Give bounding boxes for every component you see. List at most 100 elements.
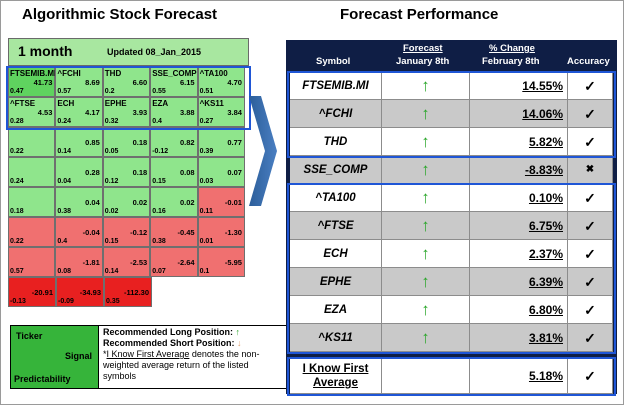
heatmap-cell: -1.30 0.01 <box>197 217 245 247</box>
up-arrow-icon: ↑ <box>382 184 470 212</box>
check-icon: ✓ <box>568 212 613 240</box>
legend-long: Recommended Long Position: ↑ <box>103 327 241 337</box>
cell-signal: -0.01 <box>224 198 242 207</box>
heatmap-cell--ftse: ^FTSE 4.53 0.28 <box>8 97 56 127</box>
cell-signal: 6.15 <box>179 78 195 87</box>
cell-signal: 3.93 <box>132 108 148 117</box>
check-icon: ✓ <box>568 128 613 156</box>
legend-ticker: Ticker <box>16 331 43 341</box>
check-icon: ✓ <box>568 184 613 212</box>
up-arrow-icon: ↑ <box>382 324 470 352</box>
cell-predictability: 0.01 <box>199 238 214 245</box>
check-icon: ✓ <box>568 268 613 296</box>
change-cell: 3.81% <box>470 324 568 352</box>
heatmap-cell-thd: THD 6.60 0.2 <box>102 67 151 97</box>
legend-text: Recommended Long Position: ↑ Recommended… <box>103 327 283 382</box>
cell-signal: 4.17 <box>85 108 100 117</box>
cell-predictability: 0.18 <box>10 208 24 215</box>
cell-signal: -112.30 <box>123 288 149 297</box>
cell-ticker: EPHE <box>104 99 127 108</box>
heatmap-cell: 0.18 0.05 <box>102 127 151 157</box>
short-arrow-icon: ↓ <box>237 338 242 348</box>
legend-short: Recommended Short Position: ↓ <box>103 338 242 348</box>
cell-signal: 4.70 <box>227 78 242 87</box>
header-symbol: Symbol <box>316 56 351 67</box>
cell-predictability: 0.4 <box>57 238 68 245</box>
cell-signal: -1.30 <box>224 228 242 237</box>
header-forecast-date: January 8th <box>396 56 450 67</box>
cell-signal: 0.04 <box>85 198 100 207</box>
performance-table: Symbol Forecast January 8th % Change Feb… <box>286 40 617 396</box>
up-arrow-icon: ↑ <box>382 268 470 296</box>
heatmap-cell: 0.28 0.04 <box>55 157 103 187</box>
cell-predictability: 0.57 <box>57 88 72 95</box>
check-icon: ✓ <box>568 240 613 268</box>
forecast-heatmap: 1 month Updated 08_Jan_2015 FTSEMIB.MI 41… <box>6 38 251 308</box>
cell-predictability: 0.07 <box>152 268 166 275</box>
cell-signal: -20.91 <box>31 288 53 297</box>
heatmap-cell: -112.30 0.35 <box>104 277 152 307</box>
top-signals-highlight <box>6 66 251 130</box>
heatmap-cell: 0.22 <box>8 217 56 247</box>
cell-ticker: THD <box>104 69 122 78</box>
cell-ticker: SSE_COMP <box>152 69 197 78</box>
change-cell: 5.82% <box>470 128 568 156</box>
heatmap-cell: 0.02 0.16 <box>150 187 198 217</box>
cell-signal: 0.18 <box>132 168 148 177</box>
header-change: % Change <box>489 43 535 54</box>
cell-predictability: 0.11 <box>199 208 213 215</box>
cell-signal: -0.04 <box>82 228 100 237</box>
cell-ticker: ^FCHI <box>57 69 81 78</box>
cell-predictability: 0.22 <box>10 238 24 245</box>
check-icon: ✓ <box>568 358 613 394</box>
cell-signal: -5.95 <box>224 258 242 267</box>
change-cell: 6.80% <box>470 296 568 324</box>
long-arrow-icon: ↑ <box>235 327 241 337</box>
heatmap-cell: 0.85 0.14 <box>55 127 103 157</box>
cell-signal: 8.69 <box>85 78 100 87</box>
cell-predictability: 0.2 <box>104 88 115 95</box>
heatmap-cell: 0.24 <box>8 157 56 187</box>
chevron-right-icon <box>249 96 277 206</box>
highlight-group-2 <box>287 183 616 354</box>
cell-signal: 0.82 <box>179 138 195 147</box>
heatmap-cell: 0.77 0.39 <box>197 127 245 157</box>
heatmap-cell: 0.22 <box>8 127 56 157</box>
symbol-cell: FTSEMIB.MI <box>290 72 382 100</box>
heatmap-cell: -0.04 0.4 <box>55 217 103 247</box>
heatmap-updated: Updated 08_Jan_2015 <box>107 47 202 57</box>
cell-signal: 0.85 <box>85 138 100 147</box>
cell-signal: 0.02 <box>132 198 148 207</box>
cell-ticker: FTSEMIB.MI <box>10 69 57 78</box>
table-row: THD ↑ 5.82% ✓ <box>290 128 613 156</box>
up-arrow-icon: ↑ <box>382 128 470 156</box>
legend-predictability: Predictability <box>14 374 71 384</box>
cell-predictability: 0.14 <box>104 268 119 275</box>
cell-predictability: 0.47 <box>10 88 24 95</box>
cell-predictability: 0.22 <box>10 148 24 155</box>
legend-note: *I Know First Average denotes the non-we… <box>103 349 260 381</box>
symbol-cell: EPHE <box>290 268 382 296</box>
heatmap-cell: 0.82 -0.12 <box>150 127 198 157</box>
cell-ticker: ECH <box>57 99 75 108</box>
cell-predictability: 0.04 <box>57 178 72 185</box>
cell-signal: 0.08 <box>179 168 195 177</box>
symbol-cell: ECH <box>290 240 382 268</box>
cell-predictability: 0.4 <box>152 118 162 125</box>
change-cell: 14.06% <box>470 100 568 128</box>
cell-predictability: 0.15 <box>152 178 166 185</box>
cell-signal: -0.45 <box>177 228 195 237</box>
cell-signal: -2.64 <box>177 258 195 267</box>
table-row: EPHE ↑ 6.39% ✓ <box>290 268 613 296</box>
cell-signal: -34.93 <box>79 288 101 297</box>
symbol-cell: ^FTSE <box>290 212 382 240</box>
cell-predictability: 0.28 <box>10 118 24 125</box>
cell-predictability: -0.09 <box>58 298 74 305</box>
up-arrow-icon: ↑ <box>382 212 470 240</box>
average-row: I Know First Average 5.18% ✓ <box>290 358 613 394</box>
cell-predictability: 0.35 <box>106 298 120 305</box>
symbol-cell: ^TA100 <box>290 184 382 212</box>
heatmap-cell: -0.45 0.38 <box>150 217 198 247</box>
up-arrow-icon: ↑ <box>382 72 470 100</box>
cell-predictability: 0.32 <box>104 118 119 125</box>
